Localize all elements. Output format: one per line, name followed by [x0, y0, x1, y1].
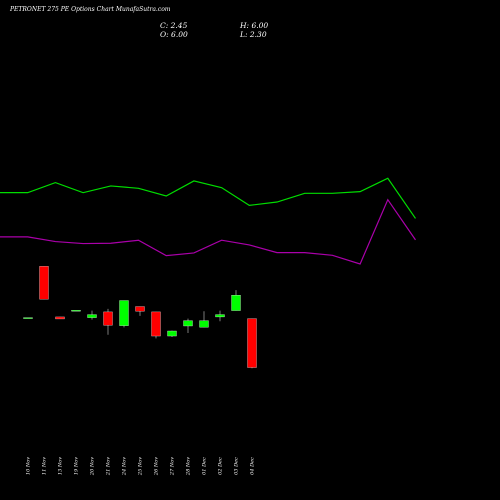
low-value: L: 2.30 — [240, 30, 267, 39]
candle-body — [23, 317, 33, 319]
candle-body — [103, 311, 113, 326]
candle — [183, 318, 193, 334]
candle-body — [135, 306, 145, 312]
x-tick-label: 10 Nov — [26, 457, 32, 475]
x-tick-label: 13 Nov — [58, 457, 64, 475]
x-tick-label: 03 Dec — [234, 457, 240, 475]
high-value: H: 6.00 — [240, 21, 269, 30]
candle — [23, 317, 33, 319]
x-tick-label: 11 Nov — [42, 457, 48, 475]
candle — [199, 311, 209, 328]
candle — [71, 310, 81, 312]
candle-body — [87, 314, 97, 318]
candle-body — [183, 320, 193, 327]
candle — [247, 318, 257, 369]
x-tick-label: 21 Nov — [106, 457, 112, 476]
open-value: O: 6.00 — [160, 30, 188, 39]
candle — [215, 310, 225, 322]
candle — [135, 306, 145, 316]
candle — [167, 330, 177, 338]
candle — [119, 300, 129, 328]
x-tick-label: 04 Dec — [250, 457, 256, 475]
x-tick-label: 02 Dec — [218, 457, 224, 475]
x-tick-label: 25 Nov — [138, 457, 144, 476]
candle — [39, 266, 49, 300]
x-tick-label: 20 Nov — [90, 457, 96, 476]
candle-body — [55, 316, 65, 320]
x-tick-label: 26 Nov — [154, 457, 160, 476]
x-tick-label: 28 Nov — [186, 457, 192, 476]
candle-body — [199, 320, 209, 328]
candle — [151, 311, 161, 339]
candle — [55, 316, 65, 320]
close-value: C: 2.45 — [160, 21, 188, 30]
candle-body — [215, 314, 225, 318]
x-tick-label: 19 Nov — [74, 457, 80, 475]
candle-body — [247, 318, 257, 368]
candle-body — [119, 300, 129, 326]
chart-title: PETRONET 275 PE Options Chart MunafaSutr… — [10, 6, 171, 13]
candle-body — [71, 310, 81, 312]
candle — [231, 290, 241, 311]
candle-body — [167, 330, 177, 337]
lower-band-line — [0, 198, 416, 265]
candle-body — [39, 266, 49, 300]
candle — [103, 308, 113, 335]
candle-body — [151, 311, 161, 337]
candle-body — [231, 295, 241, 311]
candle — [87, 310, 97, 320]
x-tick-label: 24 Nov — [122, 457, 128, 476]
upper-band-line — [0, 177, 416, 219]
x-tick-label: 01 Dec — [202, 457, 208, 475]
x-tick-label: 27 Nov — [170, 457, 176, 476]
